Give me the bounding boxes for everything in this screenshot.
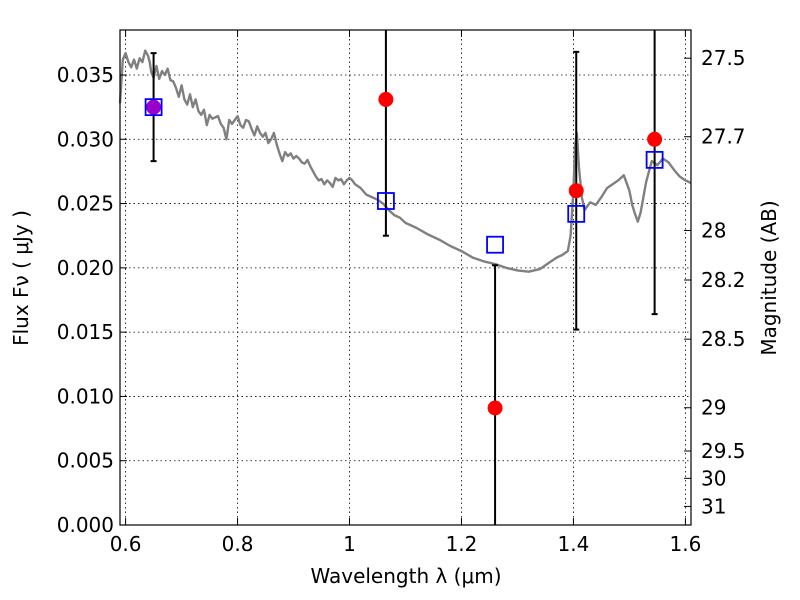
observed-point <box>378 91 394 107</box>
spectrum-layer <box>118 49 692 273</box>
magnitude-tick-label: 27.5 <box>701 46 746 70</box>
magnitude-tick-label: 30 <box>701 466 726 490</box>
model-point <box>144 98 163 117</box>
model-points-layer <box>144 98 664 254</box>
y-tick-label: 0.035 <box>57 63 114 87</box>
x-tick-label: 0.8 <box>222 532 254 556</box>
spectrum-line <box>118 49 692 273</box>
x-tick-label: 1 <box>343 532 356 556</box>
x-tick-label: 1.4 <box>558 532 590 556</box>
y-axis-label: Flux Fν ( μJy ) <box>9 210 33 346</box>
magnitude-tick-label: 29.5 <box>701 439 746 463</box>
model-point <box>645 150 664 169</box>
observed-point <box>568 183 584 199</box>
y-tick-label: 0.005 <box>57 449 114 473</box>
y-tick-label: 0.030 <box>57 127 114 151</box>
y-tick-label: 0.025 <box>57 192 114 216</box>
magnitude-tick-label: 29 <box>701 396 726 420</box>
model-point <box>567 204 586 223</box>
observed-point <box>647 131 663 147</box>
y-tick-label: 0.020 <box>57 256 114 280</box>
y-tick-label: 0.000 <box>57 513 114 537</box>
y-tick-label: 0.010 <box>57 384 114 408</box>
x-axis-label: Wavelength λ (μm) <box>310 564 501 588</box>
x-tick-label: 1.6 <box>669 532 701 556</box>
model-point <box>486 235 504 254</box>
errorbar-layer <box>150 30 658 525</box>
magnitude-tick-label: 27.7 <box>701 125 746 149</box>
grid-lines <box>120 30 691 526</box>
observed-point <box>487 400 503 416</box>
magnitude-tick-label: 31 <box>701 494 726 518</box>
x-axis-ticks: 0.6 0.8 1 1.2 1.4 1.6 <box>110 30 701 556</box>
magnitude-tick-label: 28.2 <box>701 268 746 292</box>
magnitude-tick-label: 28.5 <box>701 327 746 351</box>
y-axis-ticks: 0.000 0.005 0.010 0.015 0.020 0.025 0.030 0.035 <box>57 63 127 537</box>
magnitude-axis-ticks: 27.5 27.7 28 28.2 28.5 29 29.5 30 31 <box>684 46 746 518</box>
plot-frame <box>119 29 692 526</box>
observed-point <box>146 99 162 115</box>
x-tick-label: 0.6 <box>110 532 142 556</box>
observed-points-layer <box>146 91 663 416</box>
magnitude-axis-label: Magnitude (AB) <box>757 200 781 355</box>
y-tick-label: 0.015 <box>57 320 114 344</box>
magnitude-tick-label: 28 <box>701 218 726 242</box>
model-point <box>377 192 395 210</box>
x-tick-label: 1.2 <box>446 532 478 556</box>
